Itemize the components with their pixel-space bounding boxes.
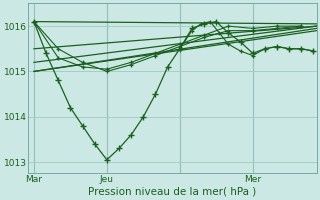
X-axis label: Pression niveau de la mer( hPa ): Pression niveau de la mer( hPa ) <box>88 187 256 197</box>
